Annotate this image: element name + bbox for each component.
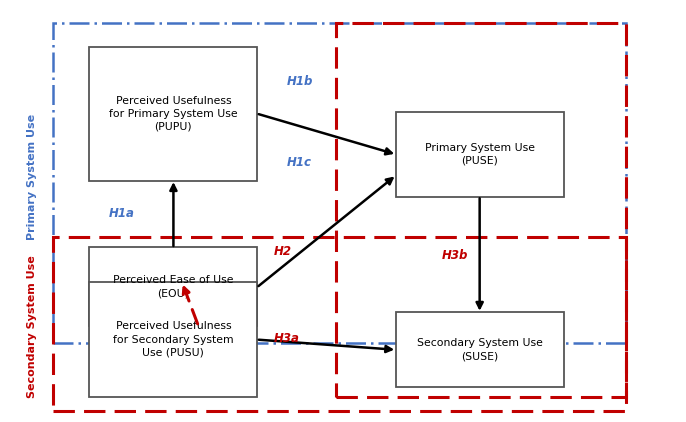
- Text: Secondary System Use
(SUSE): Secondary System Use (SUSE): [416, 338, 543, 361]
- Bar: [396, 312, 564, 387]
- Text: Primary System Use
(PUSE): Primary System Use (PUSE): [425, 143, 534, 166]
- Bar: [89, 247, 257, 327]
- Bar: [54, 23, 626, 343]
- Text: H2: H2: [274, 245, 292, 258]
- Text: Perceived Usefulness
for Primary System Use
(PUPU): Perceived Usefulness for Primary System …: [109, 95, 238, 132]
- Text: H3b: H3b: [442, 249, 468, 262]
- Text: H1b: H1b: [287, 75, 314, 88]
- Text: Secondary System Use: Secondary System Use: [27, 255, 37, 398]
- Bar: [89, 47, 257, 181]
- Text: Perceived Usefulness
for Secondary System
Use (PUSU): Perceived Usefulness for Secondary Syste…: [113, 322, 234, 358]
- Bar: [89, 282, 257, 398]
- Text: H1c: H1c: [287, 156, 312, 169]
- Bar: [336, 23, 626, 398]
- Text: H1a: H1a: [109, 206, 135, 219]
- Text: H3a: H3a: [274, 332, 300, 345]
- Text: Perceived Ease of Use
(EOU): Perceived Ease of Use (EOU): [113, 276, 234, 298]
- Bar: [396, 112, 564, 197]
- Bar: [54, 237, 626, 411]
- Text: Primary System Use: Primary System Use: [27, 114, 37, 240]
